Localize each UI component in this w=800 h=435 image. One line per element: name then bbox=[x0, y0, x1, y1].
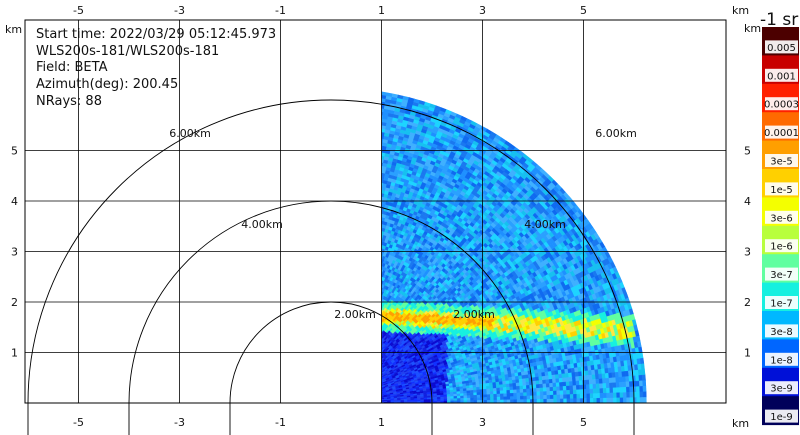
data-cell bbox=[525, 377, 530, 383]
data-cell bbox=[378, 354, 381, 357]
data-cell bbox=[377, 293, 380, 297]
data-cell bbox=[378, 344, 381, 347]
data-cell bbox=[377, 268, 381, 272]
data-cell bbox=[518, 378, 523, 383]
data-cell bbox=[505, 380, 510, 385]
data-cell bbox=[377, 384, 380, 386]
data-cell bbox=[381, 229, 382, 235]
data-cell bbox=[521, 378, 527, 383]
data-cell bbox=[378, 349, 381, 352]
data-cell bbox=[381, 376, 382, 380]
data-cell bbox=[508, 380, 513, 385]
data-cell bbox=[377, 369, 380, 372]
data-cell bbox=[381, 358, 382, 362]
data-cell bbox=[378, 340, 381, 343]
data-cell bbox=[377, 275, 380, 279]
data-cell bbox=[381, 385, 382, 388]
data-cell bbox=[639, 352, 644, 359]
data-cell bbox=[515, 379, 520, 384]
data-cell bbox=[381, 188, 382, 194]
data-cell bbox=[502, 380, 507, 385]
data-cell bbox=[495, 381, 500, 386]
data-cell bbox=[381, 369, 382, 373]
data-cell bbox=[381, 363, 382, 368]
data-cell bbox=[531, 377, 537, 382]
data-cell bbox=[381, 240, 382, 245]
data-cell bbox=[639, 357, 645, 365]
data-cell bbox=[378, 336, 381, 340]
data-cell bbox=[377, 220, 381, 224]
data-cell bbox=[381, 331, 382, 336]
data-cell bbox=[498, 381, 503, 386]
data-cell bbox=[381, 286, 382, 291]
data-cell bbox=[381, 147, 382, 153]
data-cell bbox=[512, 379, 517, 384]
data-cell bbox=[378, 384, 381, 386]
data-cell bbox=[378, 376, 381, 378]
data-cell bbox=[378, 328, 381, 332]
data-cell bbox=[381, 323, 382, 328]
data-cell bbox=[378, 297, 381, 301]
data-cell bbox=[378, 363, 381, 366]
data-cell bbox=[640, 363, 646, 370]
